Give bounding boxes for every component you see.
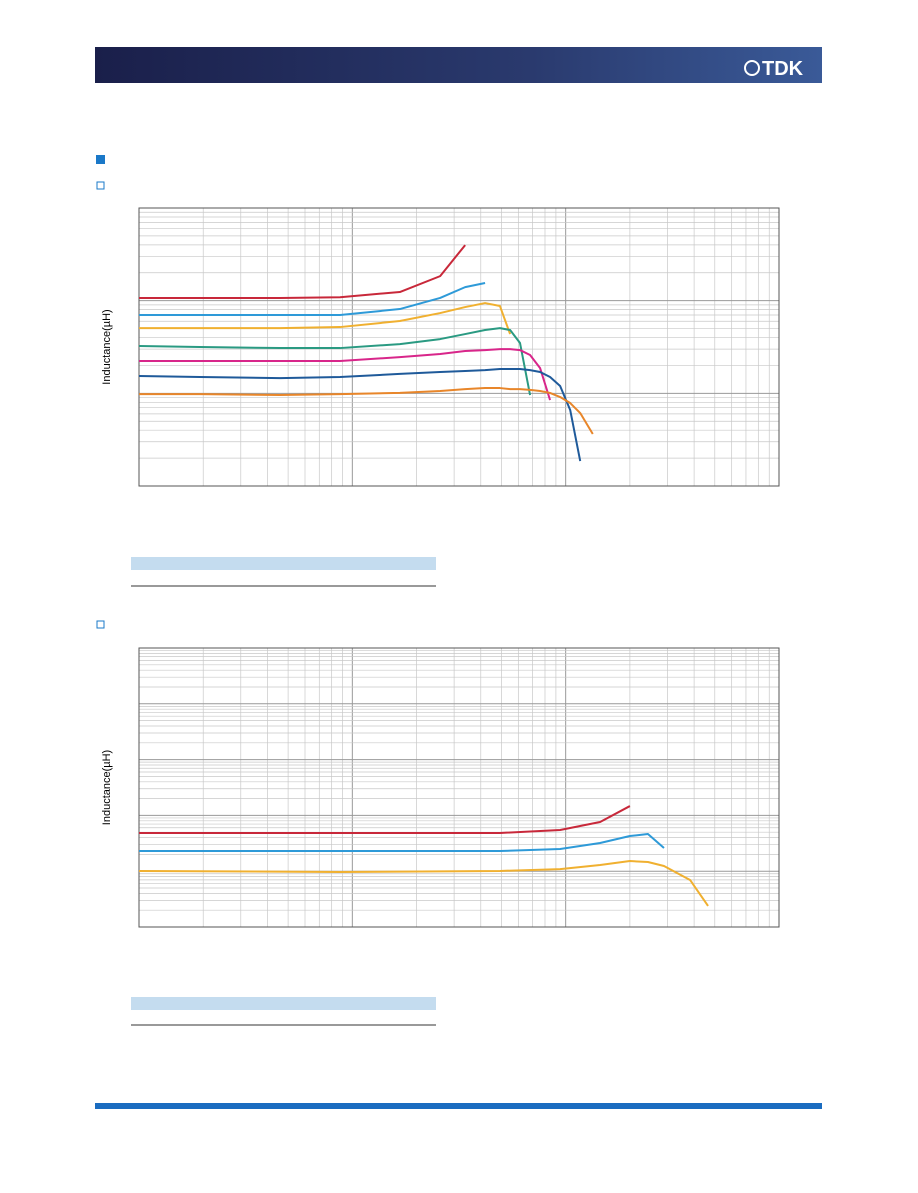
data-line bbox=[138, 327, 532, 396]
subsection-bullet bbox=[96, 620, 105, 629]
plot-frame bbox=[138, 647, 780, 928]
y-axis-label: Inductance(µH) bbox=[101, 750, 113, 825]
section-bullet bbox=[96, 155, 105, 164]
data-line bbox=[139, 805, 631, 834]
table-header bbox=[131, 997, 436, 1010]
header-bar bbox=[95, 47, 822, 83]
data-line bbox=[139, 244, 466, 299]
table-header bbox=[131, 557, 436, 570]
logo-mark bbox=[744, 60, 760, 76]
data-line bbox=[139, 348, 552, 401]
data-line bbox=[138, 860, 709, 907]
data-line bbox=[138, 368, 582, 462]
data-line bbox=[139, 387, 594, 435]
data-line bbox=[139, 302, 512, 335]
data-line bbox=[139, 833, 665, 853]
data-line bbox=[139, 282, 486, 317]
logo: TDK bbox=[762, 58, 804, 80]
footer-bar bbox=[95, 1103, 822, 1109]
y-axis-label: Inductance(µH) bbox=[101, 309, 113, 384]
subsection-bullet bbox=[96, 181, 105, 190]
